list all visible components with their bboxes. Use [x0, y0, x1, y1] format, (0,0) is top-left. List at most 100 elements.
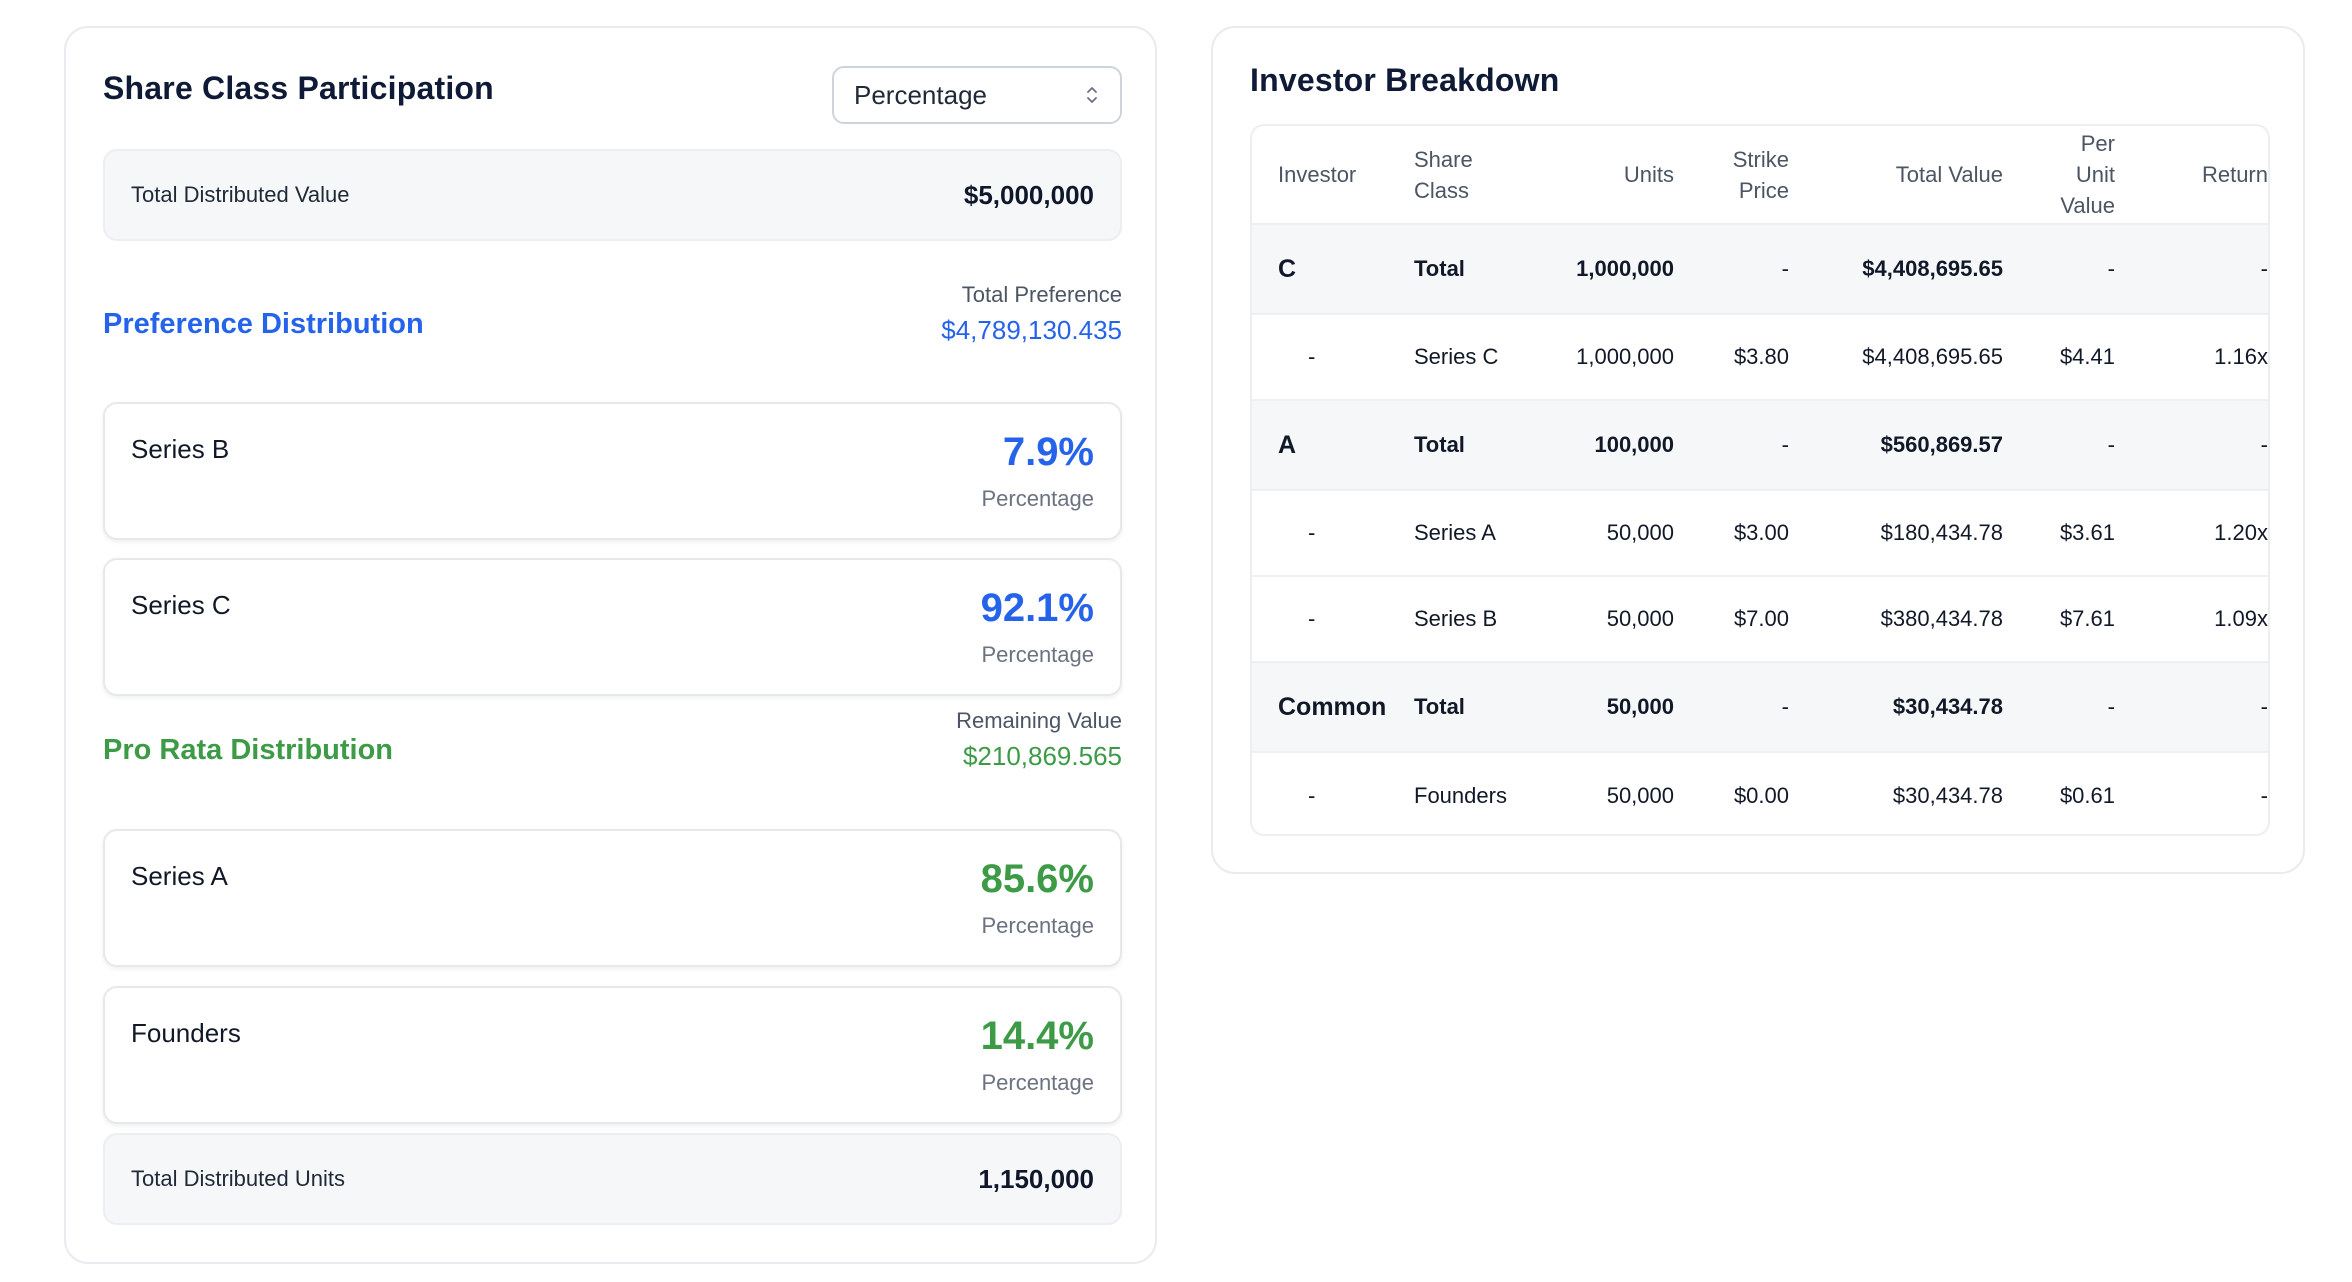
cell-per-unit-value: -	[2003, 224, 2115, 315]
cell-share-class: Series A	[1414, 490, 1534, 577]
column-header-label: Return	[2201, 162, 2268, 187]
cell-return: 1.09x	[2115, 576, 2268, 663]
cell-per-unit-value: $4.41	[2003, 314, 2115, 401]
column-header-strike-price[interactable]: Strike Price	[1674, 126, 1789, 225]
investor-total-row: A Total 100,000- $560,869.57- -	[1252, 400, 2268, 491]
cell-strike-price: $3.80	[1674, 314, 1789, 401]
column-header-units[interactable]: Units	[1534, 126, 1674, 225]
share-class-percentage: 92.1%	[980, 586, 1094, 630]
cell-investor: A	[1252, 400, 1414, 491]
column-header-label: Share Class	[1414, 146, 1473, 203]
cell-per-unit-value: $7.61	[2003, 576, 2115, 663]
cell-units: 100,000	[1534, 400, 1674, 491]
cell-total-value: $180,434.78	[1789, 490, 2003, 577]
cell-per-unit-value: $3.61	[2003, 490, 2115, 577]
summary-label: Total Distributed Units	[131, 1166, 345, 1191]
column-header-return[interactable]: Return	[2115, 126, 2268, 225]
investor-detail-row: - Founders 50,000 $0.00 $30,434.78 $0.61-	[1252, 752, 2268, 834]
cell-investor: -	[1252, 576, 1414, 663]
remaining-value-value: $210,869.565	[962, 741, 1122, 771]
cell-investor: -	[1252, 752, 1414, 834]
total-preference-label: Total Preference	[961, 282, 1122, 307]
cell-investor: Common	[1252, 662, 1414, 753]
summary-value: $5,000,000	[963, 179, 1094, 210]
cell-per-unit-value: -	[2003, 662, 2115, 753]
cell-share-class: Founders	[1414, 752, 1534, 834]
column-header-label: Units	[1623, 162, 1674, 187]
cell-total-value: $30,434.78	[1789, 752, 2003, 834]
cell-return: 1.16x	[2115, 314, 2268, 401]
cell-units: 50,000	[1534, 576, 1674, 663]
cell-strike-price: $3.00	[1674, 490, 1789, 577]
share-class-metric-label: Percentage	[981, 1070, 1094, 1095]
cell-share-class: Total	[1414, 662, 1534, 753]
cell-total-value: $4,408,695.65	[1789, 224, 2003, 315]
cell-total-value: $4,408,695.65	[1789, 314, 2003, 401]
panel-title: Share Class Participation	[103, 70, 494, 106]
investor-detail-row: - Series C 1,000,000 $3.80 $4,408,695.65 $4.4…	[1252, 314, 2268, 401]
cell-return: 1.20x	[2115, 490, 2268, 577]
share-class-metric-label: Percentage	[981, 913, 1094, 938]
cell-strike-price: $0.00	[1674, 752, 1789, 834]
cell-units: 50,000	[1534, 490, 1674, 577]
cell-strike-price: -	[1674, 662, 1789, 753]
column-header-investor[interactable]: Investor	[1252, 126, 1414, 225]
cell-investor: -	[1252, 314, 1414, 401]
share-class-name: Series B	[131, 434, 230, 464]
cell-total-value: $560,869.57	[1789, 400, 2003, 491]
investor-total-row: Common Total 50,000- $30,434.78- -	[1252, 662, 2268, 753]
share-class-metric-label: Percentage	[981, 642, 1094, 667]
cell-return: -	[2115, 224, 2268, 315]
cell-investor: -	[1252, 490, 1414, 577]
panel-title: Investor Breakdown	[1250, 62, 1560, 98]
share-class-participation-panel: Share Class Participation Percentage Tot…	[64, 26, 1157, 1264]
summary-label: Total Distributed Value	[131, 182, 350, 207]
cell-units: 50,000	[1534, 662, 1674, 753]
column-header-share-class[interactable]: Share Class	[1414, 126, 1534, 225]
share-class-name: Founders	[131, 1018, 241, 1048]
share-class-percentage: 14.4%	[980, 1014, 1094, 1058]
share-class-name: Series C	[131, 590, 231, 620]
cell-return: -	[2115, 400, 2268, 491]
column-header-label: Strike Price	[1732, 146, 1789, 203]
cell-strike-price: -	[1674, 224, 1789, 315]
share-class-percentage: 7.9%	[1002, 430, 1094, 474]
cell-share-class: Total	[1414, 224, 1534, 315]
column-header-label: Total Value	[1895, 162, 2003, 187]
share-class-metric-label: Percentage	[981, 486, 1094, 511]
distribution-card-series-b: Series B 7.9% Percentage	[103, 402, 1122, 540]
investor-total-row: C Total 1,000,000- $4,408,695.65- -	[1252, 224, 2268, 315]
cell-share-class: Series C	[1414, 314, 1534, 401]
preference-distribution-header: Preference Distribution Total Preference…	[103, 282, 1122, 352]
table-header-row: Investor Share Class Units Strike Price To…	[1252, 126, 2268, 225]
cell-strike-price: -	[1674, 400, 1789, 491]
column-header-label: Investor	[1278, 162, 1357, 187]
section-title: Pro Rata Distribution	[103, 734, 394, 766]
cell-per-unit-value: $0.61	[2003, 752, 2115, 834]
investor-detail-row: - Series B 50,000 $7.00 $380,434.78 $7.61 1.09…	[1252, 576, 2268, 663]
chevron-up-down-icon	[1087, 87, 1097, 103]
total-distributed-units-row: Total Distributed Units 1,150,000	[103, 1133, 1122, 1225]
share-class-name: Series A	[131, 861, 228, 891]
cell-units: 50,000	[1534, 752, 1674, 834]
share-class-percentage: 85.6%	[980, 857, 1094, 901]
total-preference-value: $4,789,130.435	[941, 315, 1122, 345]
cell-units: 1,000,000	[1534, 224, 1674, 315]
cell-total-value: $380,434.78	[1789, 576, 2003, 663]
distribution-card-series-a: Series A 85.6% Percentage	[103, 829, 1122, 967]
total-distributed-value-row: Total Distributed Value $5,000,000	[103, 149, 1122, 241]
cell-share-class: Total	[1414, 400, 1534, 491]
section-title: Preference Distribution	[103, 308, 424, 340]
column-header-total-value[interactable]: Total Value	[1789, 126, 2003, 225]
distribution-card-founders: Founders 14.4% Percentage	[103, 986, 1122, 1124]
remaining-value-label: Remaining Value	[956, 708, 1122, 733]
investor-detail-row: - Series A 50,000 $3.00 $180,434.78 $3.61 1.20…	[1252, 490, 2268, 577]
column-header-per-unit-value[interactable]: Per Unit Value	[2003, 126, 2115, 225]
distribution-card-series-c: Series C 92.1% Percentage	[103, 558, 1122, 696]
view-mode-select[interactable]: Percentage	[832, 66, 1122, 124]
select-value: Percentage	[854, 79, 987, 110]
pro-rata-distribution-header: Pro Rata Distribution Remaining Value $2…	[103, 708, 1122, 778]
summary-value: 1,150,000	[978, 1163, 1094, 1194]
cell-per-unit-value: -	[2003, 400, 2115, 491]
investor-breakdown-panel: Investor Breakdown Investor Share Class U…	[1211, 26, 2305, 874]
